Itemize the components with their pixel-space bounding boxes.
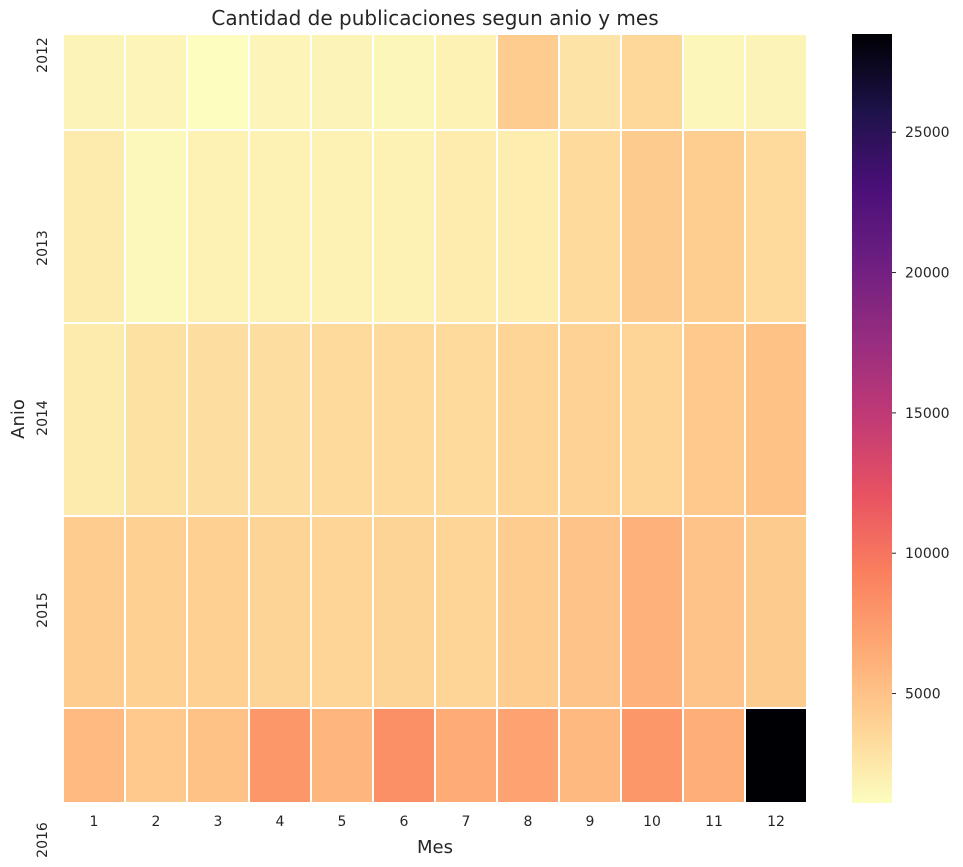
heatmap-cell [682,707,746,804]
colorbar-tick-label: 25000 [905,125,950,141]
heatmap-cell [372,129,436,324]
heatmap-cell [124,322,188,517]
heatmap-cell [682,129,746,324]
x-tick-label: 3 [214,814,223,830]
x-tick-label: 5 [338,814,347,830]
x-tick-label: 10 [643,814,661,830]
heatmap-cell [124,129,188,324]
heatmap-cell [744,322,808,517]
heatmap-cell [372,707,436,804]
heatmap-cell [744,33,808,131]
colorbar-tick-label: 10000 [905,546,950,562]
heatmap-cell [186,33,250,131]
heatmap-cell [620,707,684,804]
colorbar-tick-label: 15000 [905,406,950,422]
heatmap-cell [372,33,436,131]
x-tick-label: 1 [90,814,99,830]
x-tick-label: 6 [400,814,409,830]
heatmap-cell [310,515,374,709]
heatmap-cell [744,707,808,804]
heatmap-cell [248,515,312,709]
heatmap-cell [310,322,374,517]
heatmap-cell [124,707,188,804]
heatmap-cell [496,515,560,709]
heatmap-cell [310,707,374,804]
x-tick-label: 12 [767,814,785,830]
heatmap-cell [558,33,622,131]
heatmap-cell [682,33,746,131]
heatmap-cell [558,515,622,709]
x-tick-label: 7 [462,814,471,830]
y-tick-label: 2012 [35,37,51,73]
heatmap-cell [744,129,808,324]
y-tick-label: 2016 [35,822,51,858]
y-tick-label: 2013 [35,230,51,266]
heatmap-cell [186,322,250,517]
heatmap-cell [620,515,684,709]
heatmap-cell [434,707,498,804]
heatmap-cell [124,33,188,131]
heatmap-cell [434,129,498,324]
heatmap-cell [124,515,188,709]
heatmap-cells [62,33,808,804]
heatmap-cell [248,322,312,517]
heatmap-cell [496,33,560,131]
x-tick-label: 9 [586,814,595,830]
colorbar [852,34,892,803]
heatmap-cell [62,33,126,131]
x-tick-label: 8 [524,814,533,830]
heatmap-cell [186,129,250,324]
x-tick-label: 2 [152,814,161,830]
heatmap-cell [496,322,560,517]
heatmap-cell [248,707,312,804]
heatmap-cell [620,33,684,131]
heatmap-cell [620,129,684,324]
heatmap-cell [434,515,498,709]
heatmap-cell [744,515,808,709]
heatmap-cell [372,515,436,709]
x-tick-label: 11 [705,814,723,830]
chart-title: Cantidad de publicaciones segun anio y m… [211,6,658,30]
heatmap-cell [62,322,126,517]
y-axis-label: Anio [8,399,29,439]
x-tick-label: 4 [276,814,285,830]
heatmap-cell [248,33,312,131]
heatmap-cell [620,322,684,517]
heatmap-cell [310,33,374,131]
heatmap-cell [496,707,560,804]
x-tick-labels: 1 2 3 4 5 6 7 8 9 10 11 12 [90,814,785,830]
heatmap-cell [62,707,126,804]
heatmap-cell [558,129,622,324]
y-tick-label: 2014 [35,400,51,436]
heatmap-cell [62,515,126,709]
heatmap-cell [186,707,250,804]
colorbar-ticks: 5000 10000 15000 20000 25000 [892,125,950,703]
y-tick-label: 2015 [35,592,51,628]
colorbar-tick-label: 20000 [905,266,950,282]
heatmap-cell [248,129,312,324]
heatmap-cell [558,707,622,804]
heatmap-cell [558,322,622,517]
heatmap-cell [434,33,498,131]
heatmap-cell [682,515,746,709]
heatmap-cell [372,322,436,517]
colorbar-tick-label: 5000 [905,687,941,703]
heatmap-cell [682,322,746,517]
heatmap-cell [434,322,498,517]
heatmap-cell [62,129,126,324]
y-tick-labels: 2012 2013 2014 2015 2016 [35,37,51,858]
heatmap-cell [310,129,374,324]
heatmap-cell [186,515,250,709]
heatmap-cell [496,129,560,324]
x-axis-label: Mes [417,837,453,858]
